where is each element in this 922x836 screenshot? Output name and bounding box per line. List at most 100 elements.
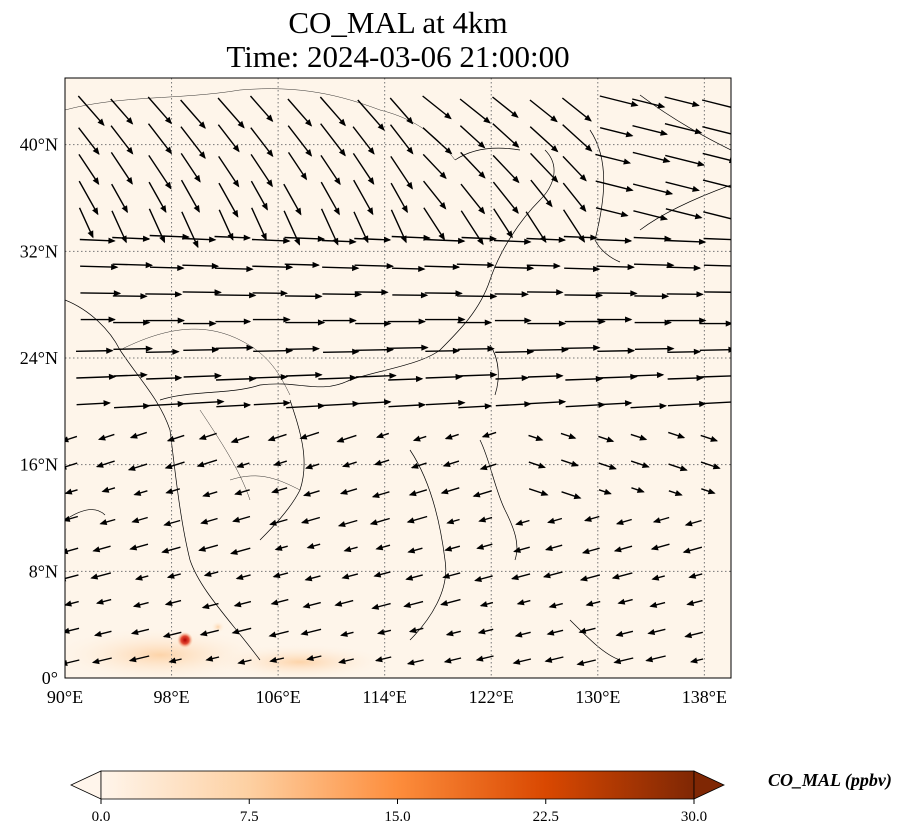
wind-vector xyxy=(666,238,707,245)
longitude-tick-label: 138°E xyxy=(682,687,727,707)
wind-vector xyxy=(305,463,320,470)
wind-vector xyxy=(664,123,703,135)
wind-vector xyxy=(446,518,460,525)
wind-vector xyxy=(514,631,531,638)
wind-vector xyxy=(145,291,183,298)
wind-vector xyxy=(528,461,546,469)
wind-vector xyxy=(542,571,563,579)
wind-vector xyxy=(527,289,564,296)
wind-vector xyxy=(110,125,134,155)
wind-vector xyxy=(701,99,731,108)
map-frame xyxy=(64,77,732,679)
co-hotspot-2 xyxy=(211,621,225,633)
wind-vector xyxy=(304,575,321,582)
wind-vector xyxy=(336,434,357,443)
wind-vector xyxy=(579,574,601,582)
wind-vector xyxy=(597,316,633,323)
wind-vector xyxy=(323,348,360,355)
wind-vector xyxy=(422,153,447,180)
wind-vector xyxy=(562,182,587,213)
wind-vector xyxy=(79,237,116,244)
wind-vector xyxy=(162,631,182,639)
wind-vector xyxy=(492,181,519,214)
wind-vector xyxy=(110,98,134,125)
wind-vector xyxy=(127,463,148,471)
wind-vector xyxy=(99,518,116,526)
wind-vector xyxy=(530,152,559,183)
wind-vector xyxy=(183,372,222,379)
wind-vector xyxy=(113,319,151,326)
wind-vector xyxy=(215,344,254,351)
wind-vector xyxy=(495,401,532,408)
wind-vector xyxy=(630,403,667,410)
wind-vector xyxy=(440,487,460,495)
wind-vector xyxy=(388,401,427,409)
wind-vector xyxy=(111,183,128,214)
wind-vector xyxy=(445,630,461,637)
wind-vector xyxy=(253,373,289,381)
wind-vector xyxy=(322,291,363,298)
wind-vector xyxy=(267,433,287,442)
wind-vector xyxy=(274,544,288,551)
wind-vector xyxy=(272,572,289,579)
wind-vector xyxy=(443,657,462,664)
title-variable: CO_MAL at 4km xyxy=(288,5,508,40)
wind-vector xyxy=(652,516,670,524)
wind-vector xyxy=(340,630,354,637)
wind-vector xyxy=(164,461,185,470)
wind-vector xyxy=(76,373,117,380)
wind-vector xyxy=(65,547,79,555)
map-title: CO_MAL at 4km Time: 2024-03-06 21:00:00 xyxy=(65,6,731,74)
wind-vector xyxy=(668,490,683,497)
wind-vector xyxy=(101,486,116,493)
wind-vector xyxy=(403,600,424,608)
wind-vector xyxy=(285,293,323,300)
wind-vector xyxy=(563,234,598,241)
longitude-tick-label: 122°E xyxy=(469,687,514,707)
wind-vector xyxy=(287,125,313,157)
wind-vector xyxy=(546,629,564,636)
wind-vector xyxy=(632,151,671,164)
wind-vector xyxy=(76,347,114,354)
wind-vector xyxy=(217,124,240,153)
wind-vector xyxy=(699,346,731,353)
wind-vector xyxy=(407,547,423,554)
wind-vector xyxy=(406,659,424,666)
wind-vector xyxy=(528,434,544,441)
wind-vector xyxy=(474,575,493,582)
wind-vector xyxy=(270,598,289,606)
wind-vector xyxy=(668,431,686,439)
wind-vector xyxy=(249,95,274,123)
latitude-tick-label: 24°N xyxy=(20,348,58,368)
wind-vector xyxy=(250,154,273,188)
wind-vector xyxy=(458,403,493,410)
wind-vector xyxy=(561,97,592,122)
wind-vector xyxy=(300,628,322,636)
wind-vector xyxy=(596,290,638,297)
longitude-tick-label: 130°E xyxy=(575,687,620,707)
wind-vector xyxy=(405,574,423,581)
wind-vector xyxy=(527,372,564,380)
wind-vector xyxy=(667,348,702,355)
wind-vector xyxy=(458,371,498,378)
wind-vector xyxy=(300,516,321,524)
wind-vector xyxy=(560,432,577,440)
wind-vector xyxy=(529,126,559,153)
wind-vector xyxy=(218,156,240,188)
wind-vector xyxy=(181,211,199,249)
wind-vector xyxy=(526,262,561,270)
wind-vector xyxy=(516,599,531,606)
wind-vector xyxy=(147,123,173,155)
wind-vector xyxy=(702,126,731,135)
wind-vector xyxy=(182,262,220,270)
wind-vector xyxy=(253,400,291,407)
wind-vector xyxy=(202,491,218,498)
wind-vector xyxy=(285,345,320,352)
wind-vector xyxy=(425,399,466,407)
wind-vector xyxy=(598,435,615,443)
latitude-tick-label: 8°N xyxy=(29,561,58,581)
wind-vector xyxy=(595,153,632,165)
wind-vector xyxy=(80,290,122,297)
co-haze-2 xyxy=(210,644,390,678)
wind-vector xyxy=(371,491,390,498)
